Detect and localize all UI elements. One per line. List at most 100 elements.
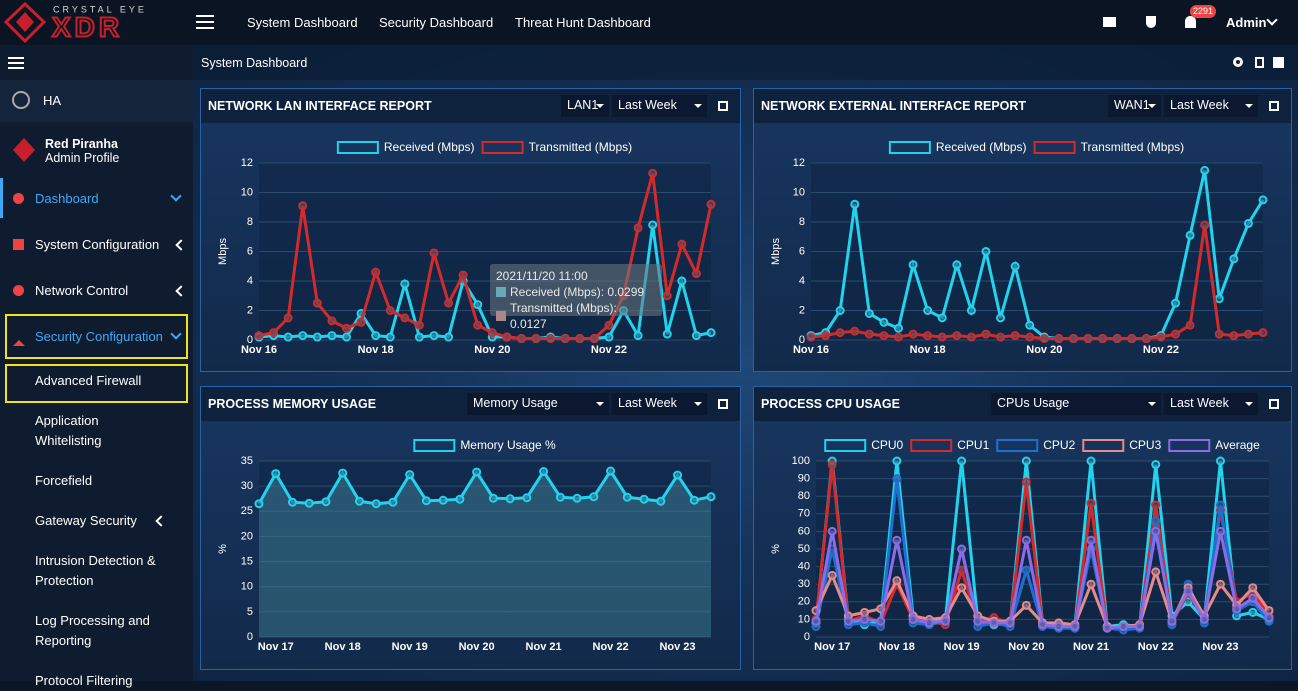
legend-swatch [888, 141, 931, 154]
y-tick-label: 35 [241, 455, 253, 467]
point [893, 323, 903, 333]
x-tick-label: Nov 20 [1008, 641, 1044, 653]
x-tick-label: Nov 23 [659, 641, 695, 653]
submenu-item[interactable]: Protocol Filtering [35, 673, 133, 688]
point [892, 474, 902, 484]
point [850, 199, 860, 209]
select[interactable]: Last Week [1164, 95, 1258, 117]
external-icon[interactable] [1269, 399, 1279, 409]
menu-toggle[interactable] [196, 14, 214, 30]
submenu-item[interactable]: Intrusion Detection & Protection [35, 553, 156, 588]
point [648, 168, 658, 178]
y-tick-label: 6 [247, 245, 253, 257]
shield-icon[interactable] [1146, 16, 1156, 28]
point [973, 616, 983, 626]
point [1200, 165, 1210, 175]
nav-link[interactable]: System Dashboard [247, 15, 358, 30]
y-tick-label: 8 [799, 216, 805, 228]
submenu-item[interactable]: Advanced Firewall [35, 373, 142, 388]
breadcrumb-bar [193, 45, 1298, 80]
legend-swatch [336, 141, 379, 154]
point [1135, 621, 1145, 631]
y-tick-label: 20 [798, 596, 810, 608]
external-icon[interactable] [718, 101, 728, 111]
submenu-item[interactable]: Forcefield [35, 473, 93, 488]
legend-label: Transmitted (Mbps) [529, 140, 633, 154]
select[interactable]: CPUs Usage [991, 393, 1161, 415]
x-tick-label: Nov 18 [325, 641, 361, 653]
menu-item[interactable]: System Configuration [35, 237, 160, 252]
point [1086, 579, 1096, 589]
y-tick-label: 0 [247, 631, 253, 643]
profile-name: Red Piranha [45, 137, 118, 151]
settings-icon[interactable] [1233, 57, 1243, 67]
bell-icon[interactable] [1185, 16, 1196, 28]
point [656, 496, 666, 506]
point [996, 313, 1006, 323]
menu-item[interactable]: Security Configuration [35, 329, 163, 344]
legend-swatch [481, 141, 524, 154]
point [648, 220, 658, 230]
select[interactable]: LAN1 [561, 95, 609, 117]
point [254, 499, 264, 509]
legend-swatch [1168, 439, 1211, 452]
x-tick-label: Nov 16 [793, 344, 829, 356]
nav-link[interactable]: Threat Hunt Dashboard [515, 15, 651, 30]
point [555, 492, 565, 502]
menu-item[interactable]: Network Control [35, 283, 129, 298]
point [1199, 614, 1209, 624]
submenu-item[interactable]: Application Whitelisting [35, 413, 102, 448]
menu-icon [13, 239, 24, 250]
menu-item[interactable]: Dashboard [35, 191, 99, 206]
point [1167, 616, 1177, 626]
point [589, 334, 599, 344]
point [1214, 329, 1224, 339]
point [269, 328, 279, 338]
point [1005, 618, 1015, 628]
highlight-box [5, 364, 188, 403]
delete-icon[interactable] [1255, 57, 1264, 68]
legend-swatch [910, 439, 953, 452]
select[interactable]: WAN1 [1108, 95, 1161, 117]
select[interactable]: Last Week [1164, 393, 1258, 415]
external-icon[interactable] [718, 399, 728, 409]
power-icon [12, 91, 30, 109]
y-tick-label: 12 [793, 157, 805, 169]
panel-title: PROCESS CPU USAGE [761, 397, 900, 411]
point [952, 260, 962, 270]
point [572, 493, 582, 503]
y-tick-label: 10 [798, 613, 810, 625]
submenu-item[interactable]: Log Processing and Reporting [35, 613, 150, 648]
panel: NETWORK EXTERNAL INTERFACE REPORT WAN1 La… [753, 88, 1292, 372]
point [662, 291, 672, 301]
menu-icon [13, 193, 24, 204]
active-indicator [0, 178, 3, 218]
point [633, 331, 643, 341]
select[interactable]: Memory Usage [467, 393, 609, 415]
x-tick-label: Nov 22 [591, 344, 627, 356]
logo: CRYSTAL EYE XDR [3, 1, 144, 43]
legend-swatch [1082, 439, 1125, 452]
ha-row [0, 80, 193, 122]
point [811, 616, 821, 626]
external-icon[interactable] [1269, 101, 1279, 111]
point [400, 279, 410, 289]
point [1248, 583, 1258, 593]
y-tick-label: 80 [798, 490, 810, 502]
mail-icon[interactable] [1103, 17, 1116, 27]
user-menu[interactable]: Admin [1226, 15, 1267, 30]
point [604, 332, 614, 342]
point [1151, 526, 1161, 536]
sidebar-toggle[interactable] [8, 57, 24, 69]
chevron [175, 285, 187, 297]
y-tick-label: 40 [798, 561, 810, 573]
book-icon[interactable] [1273, 57, 1284, 68]
point [1151, 516, 1161, 526]
select[interactable]: Last Week [612, 393, 707, 415]
select[interactable]: Last Week [612, 95, 707, 117]
submenu-item[interactable]: Gateway Security [35, 513, 137, 528]
point [531, 334, 541, 344]
nav-link[interactable]: Security Dashboard [379, 15, 494, 30]
y-tick-label: 50 [798, 543, 810, 555]
point [1215, 526, 1225, 536]
